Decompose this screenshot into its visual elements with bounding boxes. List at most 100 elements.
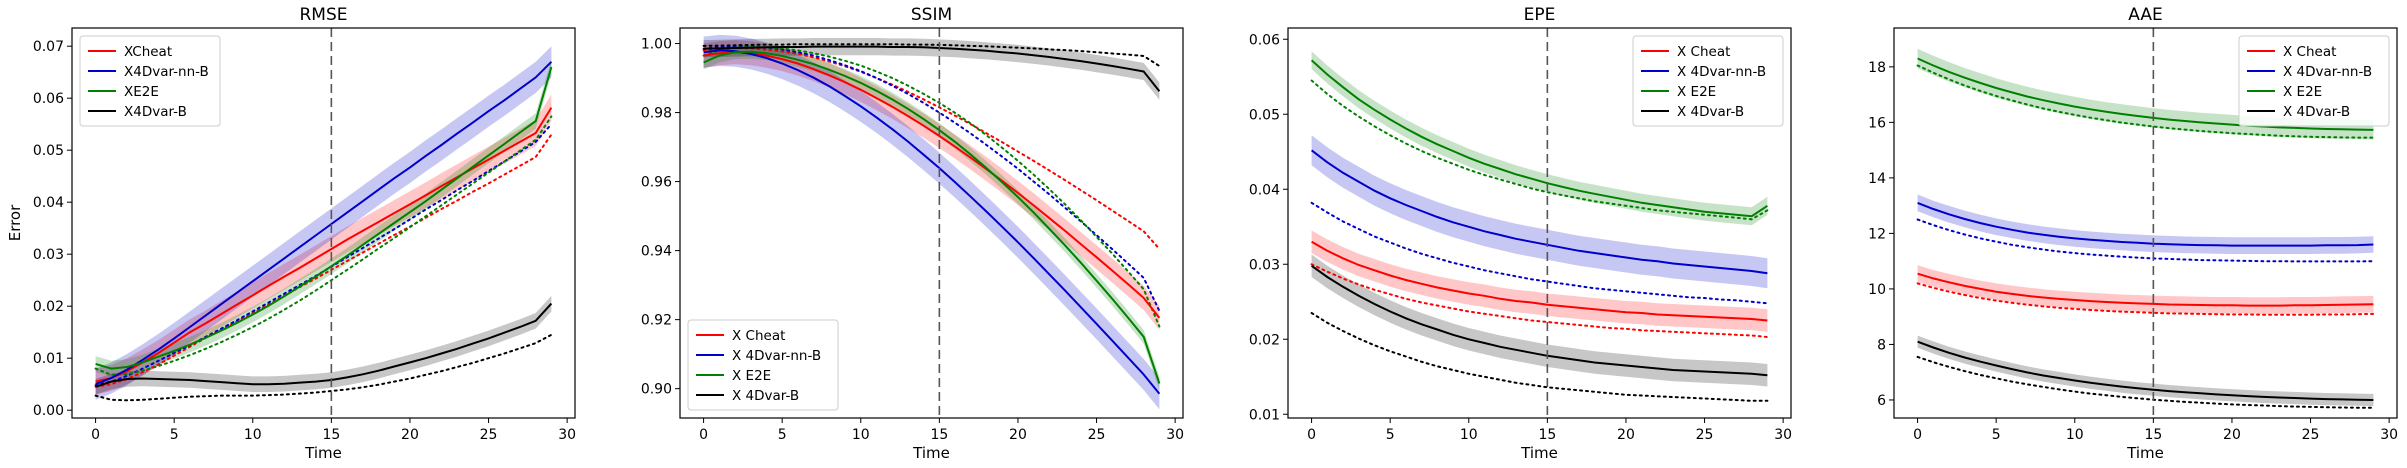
x-tick-label: 30 [2380, 427, 2398, 443]
legend-box [687, 319, 839, 411]
x-tick-label: 10 [852, 427, 870, 443]
series-dotted-line [702, 46, 1161, 250]
plot-area [94, 46, 553, 402]
series-line [95, 66, 553, 370]
x-tick-label: 0 [1913, 427, 1922, 443]
chart-title: SSIM [911, 5, 952, 25]
legend-label: X 4Dvar-nn-B [1677, 64, 1766, 80]
legend-box [79, 35, 221, 127]
x-tick-label: 10 [244, 427, 262, 443]
series-line [95, 302, 553, 388]
series-band [703, 40, 1160, 330]
legend: X Cheat X 4Dvar-nn-B X E2E X 4Dvar-B [687, 319, 839, 411]
series-dotted-line [94, 123, 553, 387]
x-tick-label: 15 [930, 427, 948, 443]
x-tick-label: 30 [1166, 427, 1184, 443]
x-tick-label: 5 [1386, 427, 1395, 443]
plot-area [1310, 51, 1769, 402]
legend-label: X E2E [1677, 84, 1716, 100]
x-tick-label: 15 [322, 427, 340, 443]
chart-panel-ssim: 0 5 10 15 20 25 30 0.90 0.92 0.94 0.96 0.98 1.00 SSIM… [641, 5, 1184, 462]
legend-label: X 4Dvar-nn-B [2283, 64, 2372, 80]
x-axis-label: Time [912, 444, 950, 462]
x-tick-label: 5 [170, 427, 179, 443]
series-band [95, 46, 552, 400]
legend-label: XCheat [124, 44, 172, 60]
y-tick-label: 0.92 [641, 313, 672, 329]
legend-box [1632, 35, 1784, 127]
y-axis-label: Error [6, 204, 24, 241]
legend-label: X 4Dvar-B [732, 388, 799, 404]
y-tick-label: 0.01 [1249, 407, 1280, 423]
y-tick-label: 0.94 [641, 244, 672, 260]
series-band [95, 295, 552, 395]
x-tick-label: 20 [1009, 427, 1027, 443]
series-line [95, 107, 553, 383]
series-dotted-line [1916, 64, 2375, 139]
x-axis-label: Time [2126, 444, 2164, 462]
y-tick-label: 0.90 [641, 382, 672, 398]
x-tick-label: 5 [1992, 427, 2001, 443]
series-dotted-line [1310, 312, 1769, 402]
y-tick-label: 0.04 [1249, 182, 1280, 198]
x-tick-label: 20 [1617, 427, 1635, 443]
legend-label: X Cheat [2283, 44, 2336, 60]
y-tick-label: 16 [1868, 115, 1886, 131]
series-dotted-line [1310, 201, 1769, 305]
series-band [1311, 135, 1768, 289]
series-line [1917, 340, 2374, 401]
y-tick-label: 0.98 [641, 106, 672, 122]
series-dotted-line [702, 43, 1161, 67]
chart-title: AAE [2128, 5, 2162, 25]
y-tick-label: 0.01 [33, 351, 64, 367]
x-tick-label: 15 [2144, 427, 2162, 443]
chart-title: EPE [1524, 5, 1556, 25]
x-tick-label: 0 [91, 427, 100, 443]
y-tick-label: 0.04 [33, 195, 64, 211]
series-dotted-line [1916, 218, 2375, 263]
x-tick-label: 25 [2302, 427, 2320, 443]
legend-label: X 4Dvar-B [2283, 104, 2350, 120]
y-tick-label: 0.03 [33, 247, 64, 263]
legend: XCheat X4Dvar-nn-B XE2E X4Dvar-B [79, 35, 221, 127]
legend-box [2238, 35, 2390, 127]
legend: X Cheat X 4Dvar-nn-B X E2E X 4Dvar-B [2238, 35, 2390, 127]
legend-label: X4Dvar-nn-B [124, 64, 209, 80]
series-line [1311, 240, 1768, 322]
legend-label: XE2E [124, 84, 159, 100]
y-tick-label: 18 [1868, 60, 1886, 76]
legend-label: X Cheat [732, 328, 785, 344]
y-tick-label: 10 [1868, 282, 1886, 298]
x-axis-label: Time [304, 444, 342, 462]
legend-label: X 4Dvar-nn-B [732, 348, 821, 364]
series-line [703, 45, 1161, 92]
legend-label: X Cheat [1677, 44, 1730, 60]
y-tick-label: 0.07 [33, 39, 64, 55]
x-tick-label: 20 [2223, 427, 2241, 443]
legend-label: X4Dvar-B [124, 104, 187, 120]
series-band [1311, 230, 1768, 332]
axes-frame [1893, 27, 2398, 419]
series-line [1310, 59, 1768, 218]
x-tick-label: 25 [1696, 427, 1714, 443]
x-tick-label: 20 [401, 427, 419, 443]
series-line [1917, 57, 2374, 131]
series-line [1311, 264, 1768, 377]
y-tick-label: 0.06 [1249, 32, 1280, 48]
y-tick-label: 0.96 [641, 175, 672, 191]
axes-frame [1287, 27, 1792, 419]
series-band [1311, 51, 1768, 226]
series-line [703, 51, 1161, 319]
legend-label: X 4Dvar-B [1677, 104, 1744, 120]
legend-label: X E2E [2283, 84, 2322, 100]
y-tick-label: 0.05 [1249, 107, 1280, 123]
y-tick-label: 0.02 [1249, 332, 1280, 348]
legend: X Cheat X 4Dvar-nn-B X E2E X 4Dvar-B [1632, 35, 1784, 127]
x-tick-label: 25 [1088, 427, 1106, 443]
series-line [95, 61, 553, 386]
series-dotted-line [1310, 79, 1769, 221]
axes-frame [679, 27, 1184, 419]
chart-title: RMSE [299, 5, 347, 25]
x-tick-label: 0 [699, 427, 708, 443]
x-tick-label: 10 [2066, 427, 2084, 443]
